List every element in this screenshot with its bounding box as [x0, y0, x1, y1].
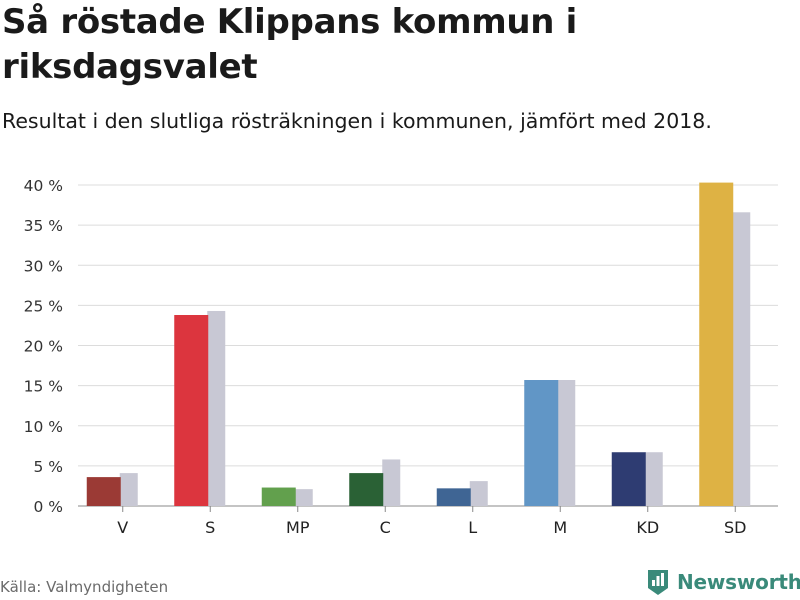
- x-tick-label: SD: [724, 518, 746, 537]
- source-note: Källa: Valmyndigheten: [0, 578, 168, 596]
- brand-logo[interactable]: Newsworthy: [646, 568, 800, 596]
- y-tick-label: 20 %: [24, 338, 63, 356]
- y-tick-label: 15 %: [24, 378, 63, 396]
- y-tick-label: 25 %: [24, 297, 63, 315]
- x-tick-label: KD: [636, 518, 659, 537]
- bar-2018-mp[interactable]: [295, 489, 313, 506]
- bar-2018-sd[interactable]: [732, 212, 750, 506]
- x-tick-label: MP: [286, 518, 310, 537]
- x-tick-label: S: [205, 518, 215, 537]
- bar-2022-m[interactable]: [524, 380, 558, 506]
- x-tick-label: M: [553, 518, 567, 537]
- y-axis-ticks: 0 % 5 % 10 % 15 % 20 % 25 % 30 % 35 % 40 %: [24, 177, 63, 516]
- bar-2022-mp[interactable]: [262, 488, 296, 506]
- bar-2018-v[interactable]: [120, 473, 138, 506]
- x-axis-ticks: V S MP C L M KD SD: [117, 506, 746, 537]
- y-tick-label: 10 %: [24, 418, 63, 436]
- bar-2018-l[interactable]: [470, 481, 488, 506]
- bar-chart-logo-icon: [646, 568, 670, 596]
- x-tick-label: C: [380, 518, 391, 537]
- y-tick-label: 40 %: [24, 177, 63, 195]
- bar-2022-l[interactable]: [437, 488, 471, 506]
- bar-2022-v[interactable]: [87, 477, 121, 506]
- bar-2022-kd[interactable]: [612, 452, 646, 506]
- bar-2018-s[interactable]: [207, 311, 225, 506]
- x-tick-label: V: [117, 518, 128, 537]
- brand-name: Newsworthy: [677, 570, 800, 594]
- bar-2018-c[interactable]: [382, 459, 400, 506]
- bar-2022-sd[interactable]: [699, 183, 733, 506]
- y-tick-label: 35 %: [24, 217, 63, 235]
- bar-2022-s[interactable]: [174, 315, 208, 506]
- y-tick-label: 5 %: [33, 458, 63, 476]
- y-tick-label: 0 %: [33, 498, 63, 516]
- bar-2018-kd[interactable]: [645, 452, 663, 506]
- y-tick-label: 30 %: [24, 257, 63, 275]
- bars: [87, 183, 751, 506]
- x-tick-label: L: [468, 518, 477, 537]
- bar-chart: 0 % 5 % 10 % 15 % 20 % 25 % 30 % 35 % 40 % V S MP C…: [0, 0, 800, 560]
- bar-2018-m[interactable]: [557, 380, 575, 506]
- bar-2022-c[interactable]: [349, 473, 383, 506]
